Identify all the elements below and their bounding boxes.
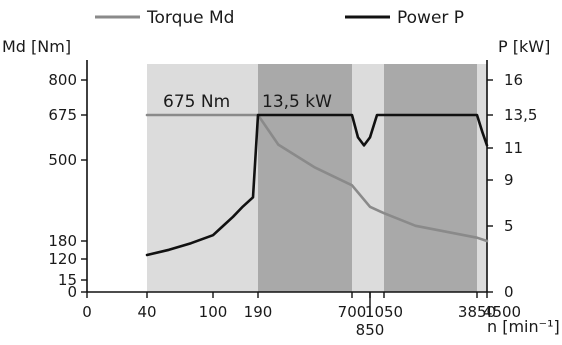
left-tick-label-5: 675 (48, 106, 77, 124)
right-tick-label-4: 13,5 (504, 106, 537, 124)
right-tick-label-5: 16 (504, 71, 523, 89)
band-3 (384, 64, 477, 292)
annotation-power-value: 13,5 kW (262, 92, 332, 112)
x-tick-label-2: 100 (199, 303, 228, 321)
x-tick-label-4: 700 (338, 303, 367, 321)
legend: Torque Md Power P (95, 8, 464, 28)
series-torque-line (145, 113, 489, 243)
axis-layer (81, 60, 493, 317)
left-tick-label-6: 800 (48, 71, 77, 89)
x-tick-label-3: 190 (244, 303, 273, 321)
left-axis-label: Md [Nm] (2, 37, 71, 56)
x-axis-label: n [min⁻¹] (487, 317, 560, 336)
band-0 (147, 64, 258, 292)
right-tick-label-1: 5 (504, 217, 514, 235)
right-tick-label-0: 0 (504, 283, 514, 301)
left-tick-label-1: 15 (58, 271, 77, 289)
x-tick-label-0: 0 (82, 303, 92, 321)
legend-torque-label: Torque Md (146, 8, 234, 28)
annotation-torque-value: 675 Nm (163, 92, 230, 112)
series-power-line (145, 113, 489, 257)
x-tick-label-7: 3850 (458, 303, 496, 321)
left-tick-label-3: 180 (48, 232, 77, 250)
x-tick-label-1: 40 (137, 303, 156, 321)
left-tick-label-4: 500 (48, 151, 77, 169)
right-tick-label-3: 11 (504, 139, 523, 157)
series-layer (145, 113, 489, 257)
left-tick-label-2: 120 (48, 250, 77, 268)
left-tick-label-0: 0 (67, 283, 77, 301)
band-2 (352, 64, 384, 292)
x-tick-label-8: 4500 (483, 303, 521, 321)
x-tick-label-6: 1050 (365, 303, 403, 321)
x-tick-label-5: 850 (356, 321, 385, 339)
band-4 (477, 64, 487, 292)
right-tick-label-2: 9 (504, 171, 514, 189)
right-axis-label: P [kW] (498, 37, 550, 56)
legend-power-label: Power P (397, 8, 464, 28)
